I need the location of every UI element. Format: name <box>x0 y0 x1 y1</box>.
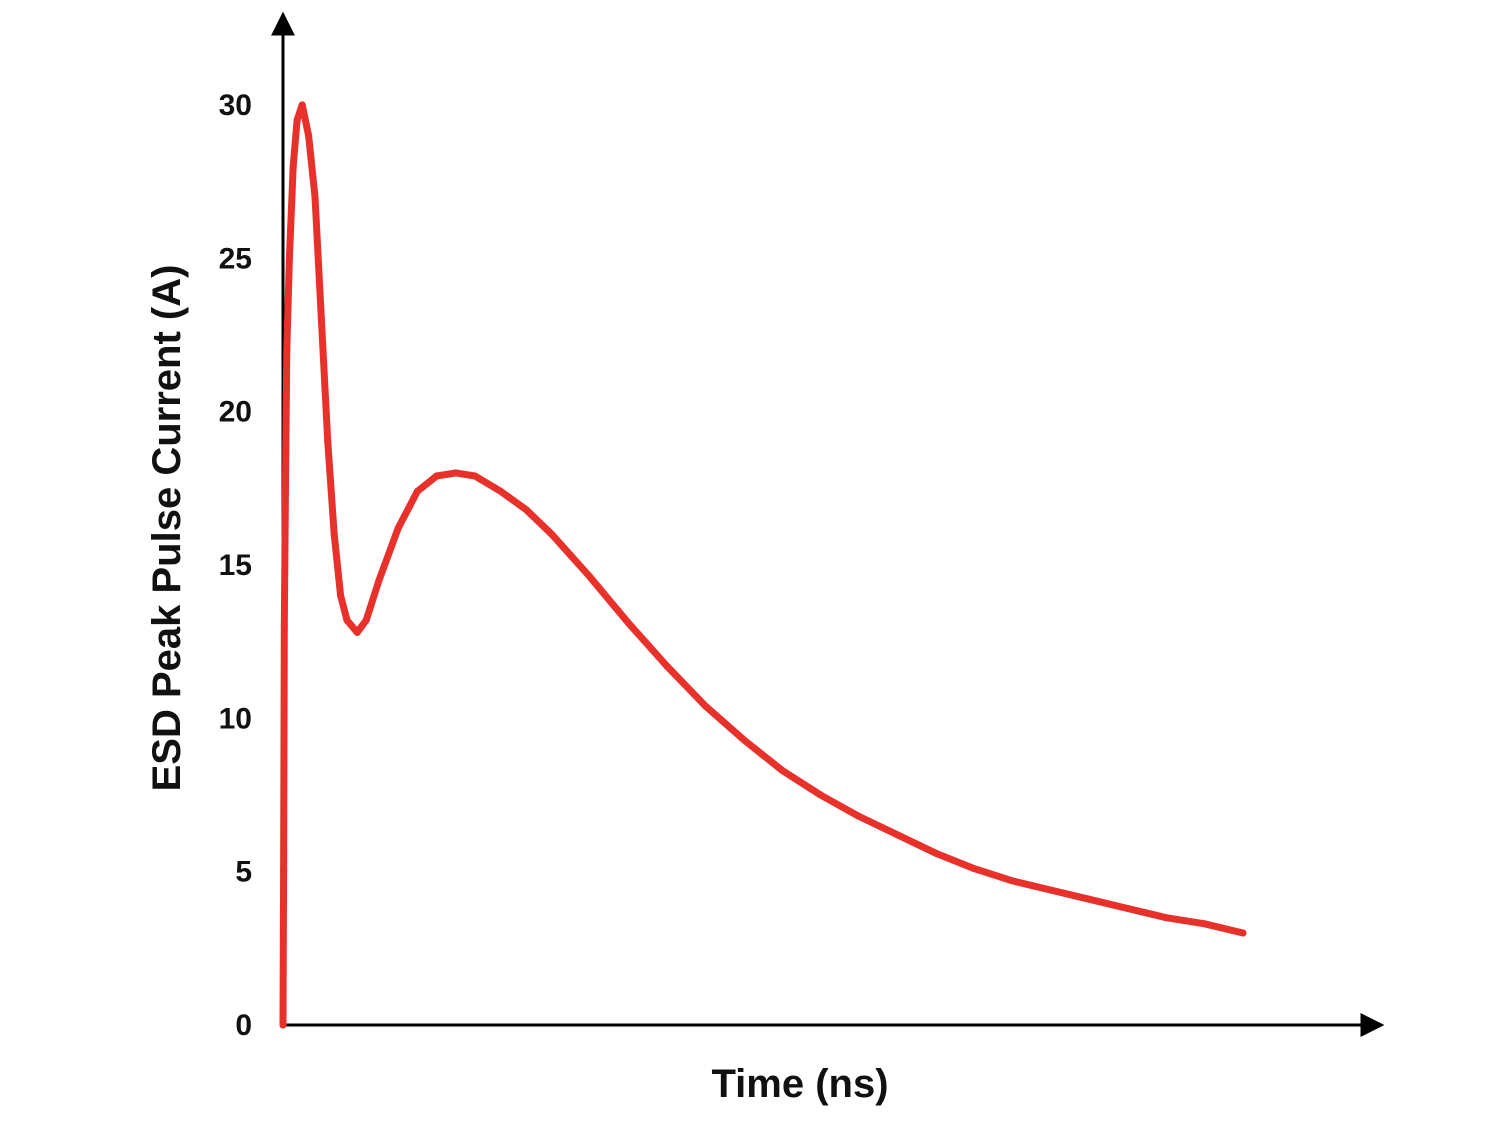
y-tick-label: 30 <box>219 89 252 122</box>
y-tick-label: 20 <box>219 396 252 429</box>
data-point <box>817 791 825 799</box>
data-point <box>413 487 421 495</box>
data-point <box>1124 905 1132 912</box>
data-point <box>330 530 338 538</box>
data-point <box>1162 914 1170 922</box>
data-point <box>893 831 901 839</box>
data-point <box>375 576 383 584</box>
data-points <box>279 101 1247 1029</box>
data-point <box>343 616 351 624</box>
data-point <box>305 132 313 140</box>
y-tick-label: 10 <box>219 702 252 735</box>
data-point <box>337 592 345 600</box>
data-point <box>353 628 361 636</box>
y-tick-label: 25 <box>219 242 252 275</box>
data-point <box>362 616 370 624</box>
data-point <box>285 254 293 262</box>
data-point <box>298 101 306 109</box>
data-point <box>283 346 291 354</box>
data-point <box>970 865 978 873</box>
data-point <box>280 622 288 630</box>
data-point <box>740 736 748 744</box>
data-point <box>855 812 863 820</box>
data-point <box>289 162 297 170</box>
data-point <box>497 487 505 495</box>
data-point <box>452 469 460 477</box>
data-point <box>522 506 530 514</box>
x-axis-title: Time (ns) <box>711 1062 888 1106</box>
data-point <box>701 702 709 710</box>
series-line <box>279 101 1247 1029</box>
data-point <box>280 868 288 876</box>
data-point <box>1009 877 1017 885</box>
data-point <box>1201 920 1209 928</box>
data-point <box>293 116 301 124</box>
y-tick-label: 15 <box>219 549 252 582</box>
data-point <box>279 1021 287 1029</box>
data-point <box>324 438 332 446</box>
data-point <box>586 573 594 581</box>
data-point <box>433 472 441 480</box>
data-point <box>394 524 402 532</box>
data-point <box>1047 886 1055 894</box>
data-point <box>317 316 325 324</box>
data-point <box>625 619 633 627</box>
data-point <box>1085 895 1093 903</box>
data-point <box>663 662 671 670</box>
data-point <box>778 766 786 774</box>
data-point <box>311 193 319 201</box>
data-point <box>1239 929 1247 937</box>
data-point <box>548 530 556 538</box>
y-tick-label: 5 <box>235 856 252 889</box>
y-axis-title: ESD Peak Pulse Current (A) <box>145 265 189 792</box>
y-tick-label: 0 <box>235 1009 252 1042</box>
data-point <box>471 472 479 480</box>
y-tick-labels: 0 5 10 15 20 25 30 <box>219 89 252 1042</box>
data-point <box>932 849 940 857</box>
data-point <box>282 469 290 477</box>
